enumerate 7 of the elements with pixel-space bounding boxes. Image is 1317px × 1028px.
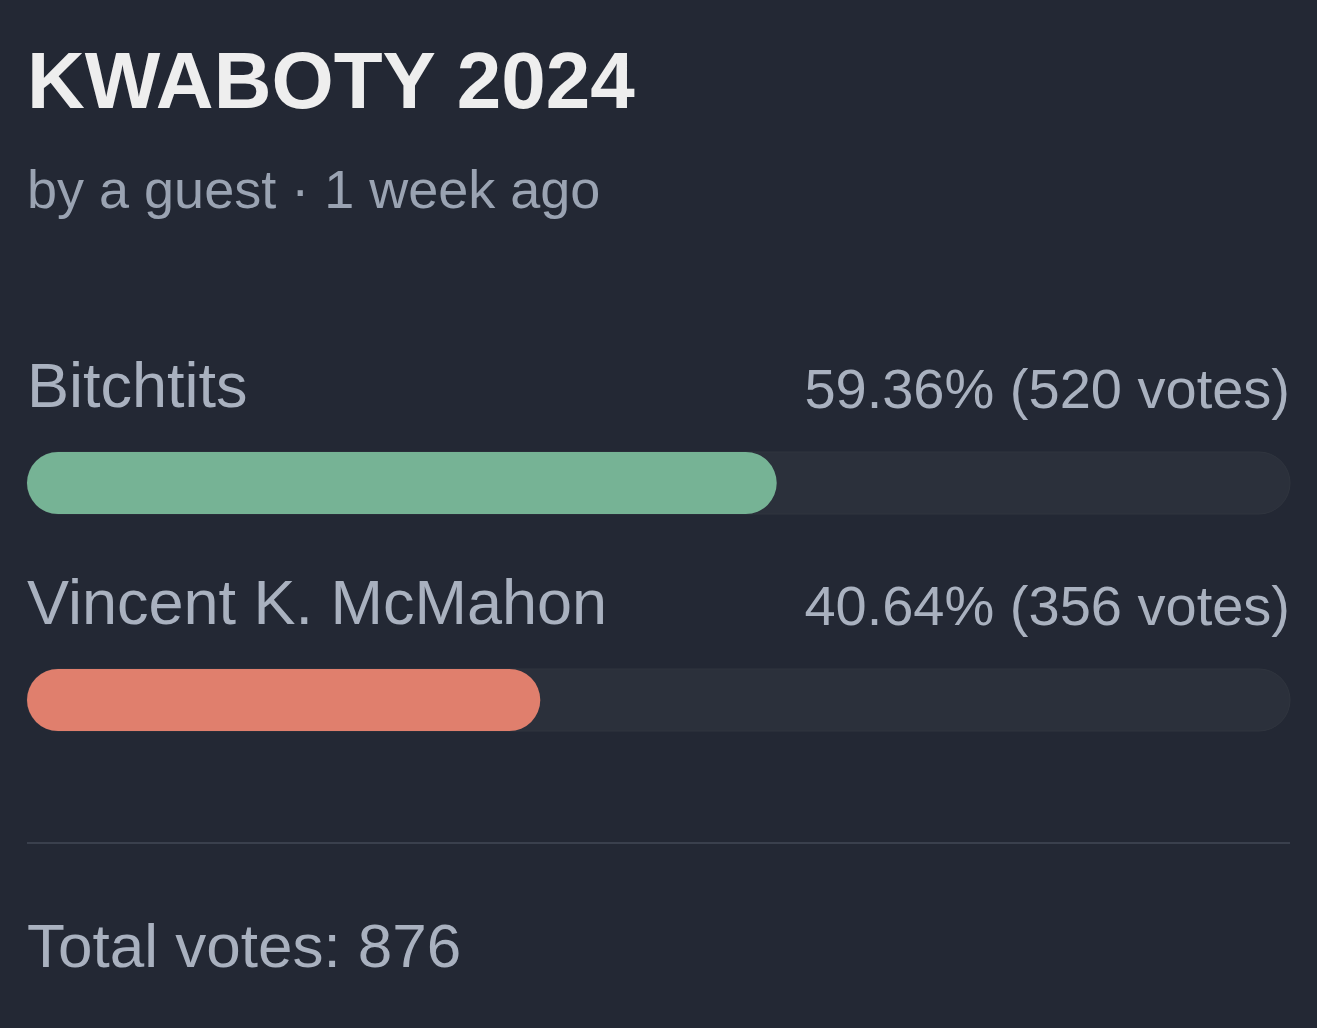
chart-subtitle: by a guest · 1 week ago bbox=[27, 159, 601, 219]
y-tick-label: Vincent K. McMahon bbox=[27, 566, 608, 637]
y-tick-label: Bitchtits bbox=[27, 349, 248, 420]
data-label: 40.64% (356 votes) bbox=[804, 573, 1290, 637]
text: Total votes: 876 bbox=[27, 910, 462, 980]
chart-title: KWABOTY 2024 bbox=[27, 35, 636, 125]
data-label: 59.36% (520 votes) bbox=[804, 356, 1290, 420]
